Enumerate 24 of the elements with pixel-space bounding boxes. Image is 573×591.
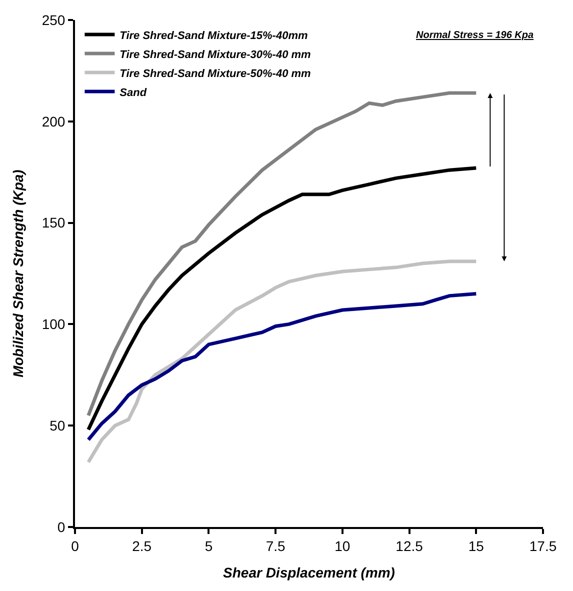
- y-tick-label: 150: [42, 214, 66, 231]
- x-tick-label: 7.5: [266, 538, 286, 554]
- x-tick-label: 5: [204, 538, 213, 554]
- line-series: [86, 260, 478, 464]
- x-tick-label: 12.5: [396, 538, 424, 554]
- line-series: [86, 166, 478, 432]
- legend-label: Sand: [120, 86, 147, 99]
- annotation: Normal Stress = 196 Kpa: [416, 30, 534, 41]
- x-tick-label: 10: [334, 538, 350, 554]
- y-tick-label: 50: [50, 418, 66, 434]
- x-tick-label: 2.5: [132, 538, 152, 554]
- x-tick-label: 0: [71, 538, 80, 554]
- y-tick-label: 250: [42, 12, 66, 28]
- y-axis-title: Mobilized Shear Strength (Kpa): [10, 169, 26, 378]
- y-tick-label: 0: [57, 518, 66, 535]
- x-tick-label: 15: [468, 538, 484, 554]
- legend-label: Tire Shred-Sand Mixture-15%-40mm: [120, 30, 308, 42]
- y-tick-label: 200: [42, 113, 66, 130]
- line-series: [86, 292, 478, 442]
- x-tick-label: 17.5: [529, 538, 557, 554]
- y-tick-label: 100: [42, 316, 66, 332]
- legend-label: Tire Shred-Sand Mixture-50%-40 mm: [120, 68, 312, 80]
- x-axis-title: Shear Displacement (mm): [223, 564, 396, 581]
- legend-label: Tire Shred-Sand Mixture-30%-40 mm: [120, 48, 312, 61]
